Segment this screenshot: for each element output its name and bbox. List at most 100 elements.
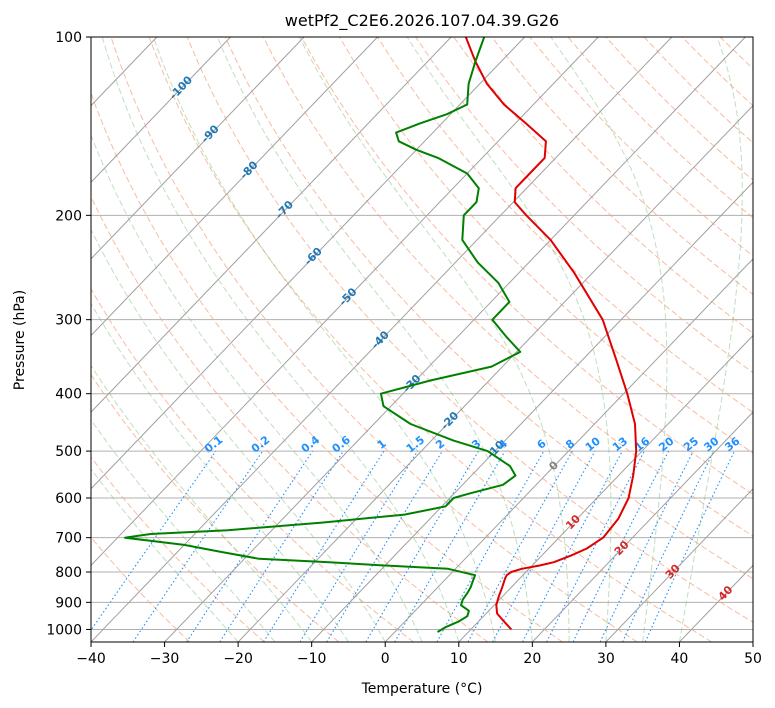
mixing-ratio-label: 0.6: [330, 433, 354, 455]
moist-adiabat: [91, 228, 386, 642]
x-tick-label: 20: [523, 651, 541, 667]
dry-adiabat: [681, 37, 753, 107]
dry-adiabat: [415, 37, 753, 374]
y-tick-label: 600: [55, 491, 82, 507]
x-tick-label: −20: [223, 651, 253, 667]
mixing-ratio-labels: 0.1 0.2 0.4 0.6 1 1.5 2 3 4 6 8 10 13 16 20 25 30 36: [202, 433, 743, 455]
isotherm: [91, 37, 305, 260]
dry-adiabat: [300, 37, 753, 495]
dry-adiabat: [758, 37, 775, 642]
y-tick-label: 900: [55, 595, 82, 611]
plot-area: -100-90-80-70-60-50-40-30-20-10010203040…: [0, 37, 775, 642]
isotherm: [91, 37, 452, 413]
moist-adiabat: [91, 133, 423, 642]
x-tick-label: 30: [597, 651, 615, 667]
x-tick-label: 10: [450, 651, 468, 667]
mixing-ratio-line: [436, 450, 545, 642]
dry-adiabat: [377, 37, 753, 414]
moist-adiabat: [91, 364, 313, 642]
dry-adiabat: [567, 37, 753, 219]
x-tick-label: 50: [744, 651, 762, 667]
moist-adiabat: [91, 468, 239, 642]
dry-adiabat: [186, 37, 753, 623]
mixing-ratio-line: [365, 450, 479, 642]
mixing-ratio-label: 2: [433, 437, 447, 452]
temperature-profile-line: [464, 37, 638, 631]
isotherm-lines: [0, 37, 753, 642]
x-tick-label: −10: [297, 651, 327, 667]
sounding-profiles: [124, 37, 638, 633]
y-tick-label: 700: [55, 531, 82, 547]
x-axis-label: Temperature (°C): [361, 681, 483, 697]
dry-adiabat: [453, 37, 753, 334]
mixing-ratio-line: [186, 450, 314, 642]
isotherm: [752, 641, 753, 642]
y-tick-label: 1000: [46, 622, 82, 638]
isotherm: [164, 37, 746, 642]
dry-adiabat: [91, 287, 414, 642]
dry-adiabat: [91, 195, 489, 642]
mixing-ratio-line: [219, 450, 344, 642]
isotherm: [384, 258, 753, 642]
y-tick-label: 800: [55, 565, 82, 581]
isotherm: [91, 37, 673, 642]
mixing-ratio-line: [299, 450, 419, 642]
dry-adiabats: [91, 37, 775, 642]
moist-adiabat: [678, 37, 743, 642]
isotherm: [91, 37, 599, 567]
moist-adiabat: [91, 302, 349, 642]
x-tick-label: −30: [150, 651, 180, 667]
x-tick-label: −40: [76, 651, 106, 667]
isotherm: [0, 37, 10, 642]
dry-adiabat: [148, 37, 713, 642]
isotherm: [605, 488, 753, 642]
y-tick-label: 500: [55, 444, 82, 460]
isotherm: [91, 37, 526, 490]
moist-adiabat: [91, 418, 276, 642]
dewpoint-profile-line: [124, 37, 522, 633]
dry-adiabat: [262, 37, 753, 537]
dry-adiabat: [224, 37, 753, 580]
mixing-ratio-line: [91, 450, 217, 632]
moist-adiabat: [406, 37, 612, 642]
y-tick-label: 100: [55, 30, 82, 46]
mixing-ratio-label: 6: [535, 437, 549, 452]
moist-adiabat: [152, 37, 497, 642]
mixing-ratio-label: 0.4: [299, 433, 323, 455]
mixing-ratio-line: [132, 450, 264, 642]
moist-adiabat: [298, 37, 570, 642]
y-tick-label: 300: [55, 313, 82, 329]
isotherm: [531, 411, 753, 642]
y-tick-label: 200: [55, 208, 82, 224]
dry-adiabat: [91, 91, 563, 642]
moist-adiabat: [101, 37, 460, 642]
dry-adiabat: [91, 456, 265, 642]
dry-adiabat: [110, 37, 638, 642]
chart-title: wetPf2_C2E6.2026.107.04.39.G26: [285, 11, 559, 31]
isotherm: [237, 104, 753, 642]
dry-adiabat: [91, 373, 340, 642]
dry-adiabat: [91, 536, 191, 642]
dry-adiabat: [339, 37, 753, 454]
y-axis-ticks: 100 200 300 400 500 600 700 800 900 1000: [46, 30, 91, 638]
x-tick-label: 0: [381, 651, 390, 667]
y-axis-label: Pressure (hPa): [12, 290, 28, 390]
mixing-ratio-line: [467, 450, 573, 642]
dry-adiabat: [719, 37, 753, 70]
plot-frame: [90, 36, 754, 643]
dry-adiabat: [529, 37, 753, 257]
mixing-ratio-line: [622, 450, 715, 642]
y-tick-label: 400: [55, 387, 82, 403]
dry-adiabat: [491, 37, 753, 295]
mixing-ratio-line: [572, 450, 670, 642]
x-axis-ticks: −40 −30 −20 −10 0 10 20 30 40 50: [76, 642, 762, 667]
mixing-ratio-label: 0.1: [202, 433, 225, 455]
mixing-ratio-line: [326, 450, 443, 642]
x-tick-label: 40: [671, 651, 689, 667]
moist-adiabat: [216, 37, 533, 642]
mixing-ratio-line: [644, 450, 735, 642]
isotherm: [311, 181, 753, 642]
isotherm: [458, 334, 753, 642]
